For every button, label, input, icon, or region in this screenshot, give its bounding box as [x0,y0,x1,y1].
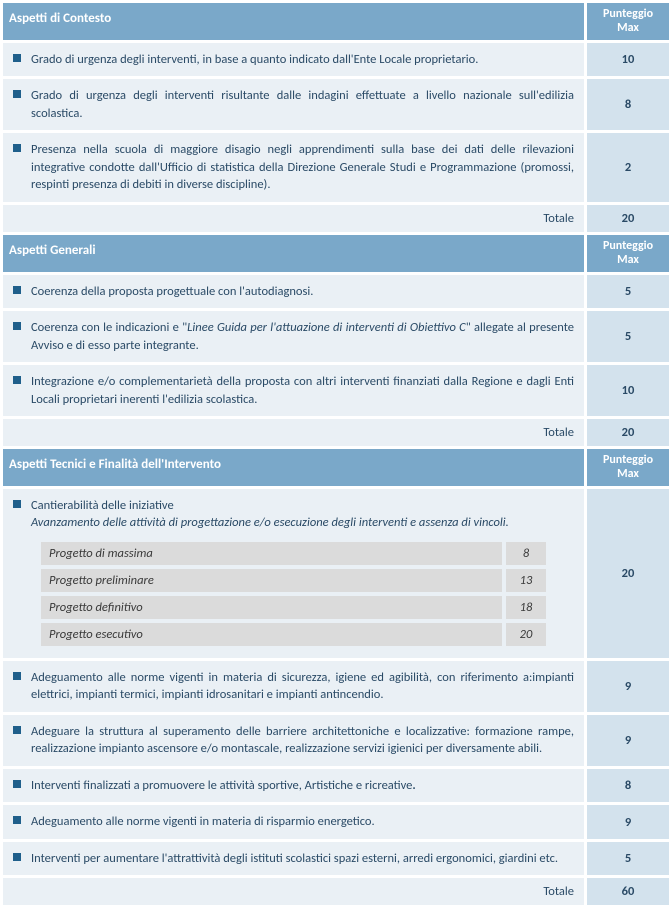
sub-label: Progetto di massima [41,542,502,565]
criteria-row: Integrazione e/o complementarietà della … [3,365,584,416]
criteria-text: Grado di urgenza degli interventi, in ba… [31,51,574,69]
criteria-text: Cantierabilità delle iniziative Avanzame… [31,497,574,532]
bullet-icon [13,144,21,152]
criteria-score: 2 [587,133,669,202]
criteria-text: Adeguare la struttura al superamento del… [31,723,574,758]
total-label: Totale [3,878,584,905]
sub-label: Progetto preliminare [41,569,502,592]
criteria-row: Adeguare la struttura al superamento del… [3,715,584,766]
criteria-row: Interventi finalizzati a promuovere le a… [3,769,584,803]
sub-table: Progetto di massima 8 Progetto prelimina… [13,538,574,650]
criteria-row: Grado di urgenza degli interventi, in ba… [3,43,584,77]
section-header: Aspetti di Contesto [3,3,584,40]
text-bold: . [412,778,415,793]
criteria-row: Adeguamento alle norme vigenti in materi… [3,661,584,712]
bullet-icon [13,853,21,861]
criteria-score: 5 [587,311,669,362]
section-header: Aspetti Tecnici e Finalità dell'Interven… [3,449,584,486]
criteria-table: Aspetti di Contesto Punteggio Max Grado … [0,0,672,908]
bullet-icon [13,816,21,824]
bullet-icon [13,54,21,62]
criteria-score: 5 [587,275,669,309]
criteria-text: Integrazione e/o complementarietà della … [31,373,574,408]
total-value: 60 [587,878,669,905]
criteria-text: Interventi per aumentare l'attrattività … [31,850,574,868]
criteria-score: 9 [587,805,669,839]
criteria-row: Grado di urgenza degli interventi risult… [3,79,584,130]
section-header: Aspetti Generali [3,235,584,272]
score-header: Punteggio Max [587,235,669,272]
criteria-score: 5 [587,842,669,876]
criteria-text: Adeguamento alle norme vigenti in materi… [31,669,574,704]
text-pre: Coerenza con le indicazioni e " [31,320,187,335]
criteria-text: Adeguamento alle norme vigenti in materi… [31,813,574,831]
criteria-row: Cantierabilità delle iniziative Avanzame… [3,489,584,658]
criteria-text: Interventi finalizzati a promuovere le a… [31,777,574,795]
bullet-icon [13,376,21,384]
sub-val: 13 [506,569,546,592]
bullet-icon [13,780,21,788]
criteria-row: Interventi per aumentare l'attrattività … [3,842,584,876]
criteria-row: Adeguamento alle norme vigenti in materi… [3,805,584,839]
criteria-score: 20 [587,489,669,658]
criteria-score: 9 [587,715,669,766]
criteria-score: 8 [587,79,669,130]
criteria-text: Grado di urgenza degli interventi risult… [31,87,574,122]
criteria-text: Coerenza con le indicazioni e "Linee Gui… [31,319,574,354]
bullet-icon [13,322,21,330]
criteria-score: 8 [587,769,669,803]
criteria-score: 9 [587,661,669,712]
total-value: 20 [587,419,669,446]
bullet-icon [13,726,21,734]
bullet-icon [13,286,21,294]
sub-val: 18 [506,596,546,619]
criteria-text: Presenza nella scuola di maggiore disagi… [31,141,574,194]
bullet-icon [13,500,21,508]
criteria-text: Coerenza della proposta progettuale con … [31,283,574,301]
criteria-row: Presenza nella scuola di maggiore disagi… [3,133,584,202]
tech-subtitle: Avanzamento delle attività di progettazi… [31,514,574,532]
sub-label: Progetto definitivo [41,596,502,619]
sub-val: 20 [506,623,546,646]
bullet-icon [13,672,21,680]
tech-title: Cantierabilità delle iniziative [31,497,574,515]
criteria-score: 10 [587,365,669,416]
total-label: Totale [3,419,584,446]
criteria-score: 10 [587,43,669,77]
score-header: Punteggio Max [587,449,669,486]
total-value: 20 [587,205,669,232]
sub-label: Progetto esecutivo [41,623,502,646]
bullet-icon [13,90,21,98]
text-italic: Linee Guida per l'attuazione di interven… [187,320,466,335]
total-label: Totale [3,205,584,232]
criteria-row: Coerenza della proposta progettuale con … [3,275,584,309]
text-pre: Interventi finalizzati a promuovere le a… [31,778,412,793]
sub-val: 8 [506,542,546,565]
criteria-row: Coerenza con le indicazioni e "Linee Gui… [3,311,584,362]
score-header: Punteggio Max [587,3,669,40]
